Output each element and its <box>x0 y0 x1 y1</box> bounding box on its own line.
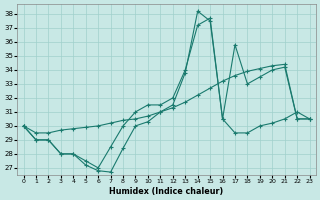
X-axis label: Humidex (Indice chaleur): Humidex (Indice chaleur) <box>109 187 224 196</box>
